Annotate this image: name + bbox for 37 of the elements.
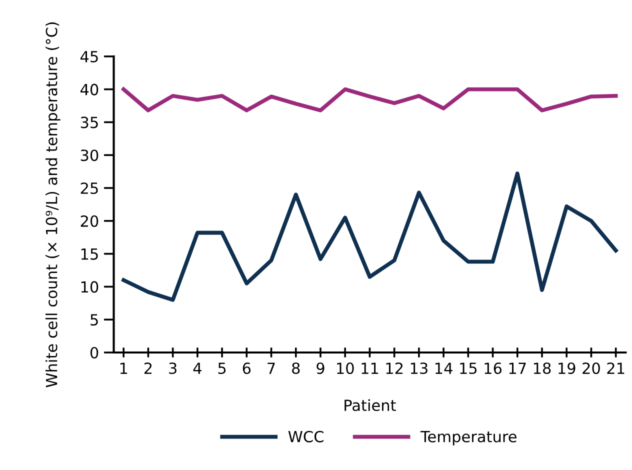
x-tick-label: 5 — [218, 362, 226, 374]
legend-label: Temperature — [420, 431, 516, 446]
y-tick-label: 35 — [80, 116, 98, 128]
y-tick-label: 25 — [80, 182, 98, 194]
x-axis-title: Patient — [344, 399, 396, 412]
x-tick-label: 13 — [410, 362, 428, 374]
x-tick-label: 3 — [169, 362, 176, 374]
x-tick-label: 12 — [386, 362, 403, 374]
y-tick-label: 30 — [80, 150, 98, 162]
x-tick-label: 14 — [436, 362, 452, 374]
x-tick-label: 11 — [362, 362, 378, 374]
x-tick-label: 7 — [268, 362, 275, 374]
x-tick-label: 20 — [582, 362, 600, 374]
line-series — [122, 87, 618, 112]
y-tick-label: 15 — [81, 248, 98, 260]
x-tick-label: 8 — [292, 362, 300, 374]
x-tick-label: 16 — [484, 362, 502, 374]
x-tick-label: 19 — [558, 362, 576, 374]
y-tick-label: 20 — [80, 215, 98, 227]
x-tick-label: 17 — [509, 362, 526, 374]
line-series — [122, 172, 618, 302]
x-tick-label: 10 — [337, 362, 354, 374]
x-tick-label: 18 — [534, 362, 551, 374]
y-tick-label: 40 — [80, 84, 98, 96]
x-tick-label: 6 — [242, 362, 251, 374]
y-tick-label: 0 — [90, 346, 98, 359]
x-tick-label: 2 — [144, 362, 152, 374]
x-tick-label: 4 — [193, 362, 202, 374]
x-tick-label: 15 — [460, 362, 477, 374]
x-tick-label: 9 — [316, 362, 324, 374]
y-tick-label: 5 — [90, 314, 98, 326]
x-tick-label: 1 — [120, 362, 128, 374]
y-tick-label: 10 — [81, 281, 98, 293]
x-tick-label: 21 — [607, 362, 624, 374]
legend-label: WCC — [288, 430, 324, 442]
y-axis-title: White cell count (× 10⁹/L) and temperature (°C) — [46, 22, 60, 388]
y-tick-label: 45 — [80, 51, 98, 62]
